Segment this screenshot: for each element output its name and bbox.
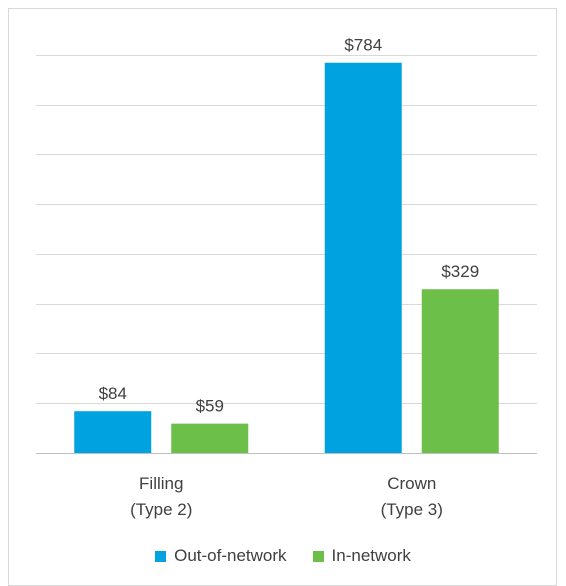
bars bbox=[74, 62, 499, 454]
bar-in-network-1 bbox=[421, 289, 499, 453]
bar-out-of-network-0 bbox=[74, 411, 152, 453]
legend: Out-of-network In-network bbox=[0, 546, 566, 566]
data-label: $84 bbox=[99, 384, 127, 403]
bar-out-of-network-1 bbox=[324, 62, 402, 454]
data-label: $784 bbox=[344, 36, 382, 55]
x-tick-labels: Filling (Type 2) Crown (Type 3) bbox=[130, 474, 443, 519]
legend-swatch-out-of-network bbox=[155, 550, 167, 562]
legend-item-out-of-network: Out-of-network bbox=[155, 546, 287, 566]
legend-swatch-in-network bbox=[312, 550, 324, 562]
data-label: $329 bbox=[441, 262, 479, 281]
legend-label-out-of-network: Out-of-network bbox=[174, 546, 287, 565]
bar-in-network-0 bbox=[171, 423, 249, 453]
legend-item-in-network: In-network bbox=[312, 546, 411, 566]
x-tick-label: Filling bbox=[139, 474, 183, 493]
data-labels: $84 $59 $784 $329 bbox=[99, 36, 480, 416]
data-label: $59 bbox=[196, 397, 224, 416]
x-tick-label: (Type 2) bbox=[130, 500, 192, 519]
x-tick-label: Crown bbox=[387, 474, 436, 493]
legend-label-in-network: In-network bbox=[331, 546, 411, 565]
x-tick-label: (Type 3) bbox=[381, 500, 443, 519]
